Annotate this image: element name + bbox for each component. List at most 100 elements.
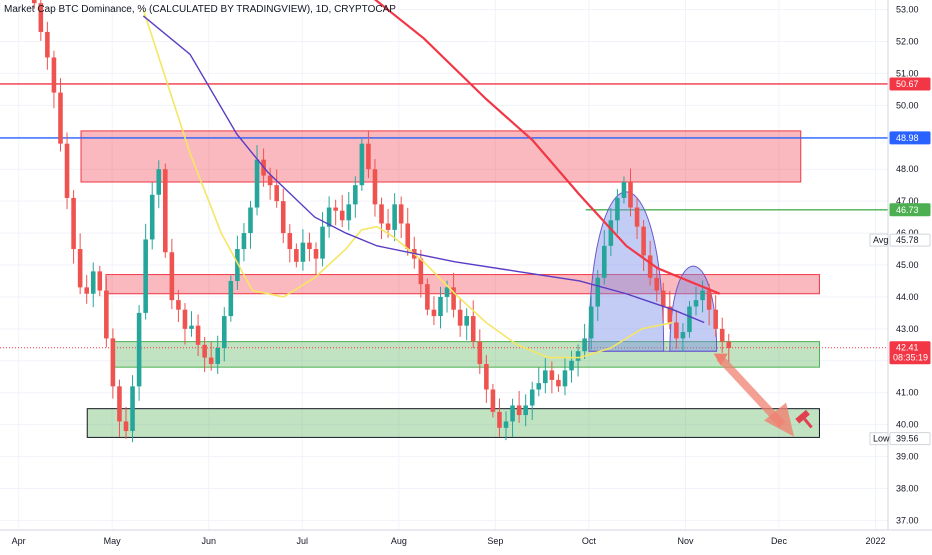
hammer-handle bbox=[803, 418, 813, 429]
price-tag-prefix-box bbox=[869, 233, 889, 247]
candle-body bbox=[523, 405, 528, 416]
candle-body bbox=[634, 207, 640, 227]
zone-layer bbox=[80, 130, 820, 438]
candle-body bbox=[202, 344, 207, 358]
candle-body bbox=[320, 226, 325, 259]
candle-body bbox=[71, 197, 76, 250]
candle-body bbox=[274, 185, 279, 202]
candle-body bbox=[366, 143, 371, 170]
candle-body bbox=[425, 284, 430, 310]
arrow-shaft bbox=[716, 354, 785, 428]
y-tick-label: 40.00 bbox=[896, 420, 919, 430]
price-tag-blue-line bbox=[889, 131, 931, 145]
candle-body bbox=[235, 249, 240, 281]
y-tick-label: 53.00 bbox=[896, 5, 919, 15]
price-tag-value: 50.67 bbox=[896, 79, 919, 89]
candle-body bbox=[90, 271, 96, 294]
candle-body bbox=[615, 197, 620, 221]
candle-body bbox=[104, 290, 109, 339]
candle-body bbox=[163, 169, 168, 253]
candle-body bbox=[543, 370, 548, 384]
hammer-head bbox=[795, 409, 810, 424]
candle-body bbox=[379, 204, 384, 224]
candle-body bbox=[287, 233, 293, 250]
candle-body bbox=[333, 207, 338, 211]
candle-body bbox=[372, 169, 378, 205]
x-tick-label: Apr bbox=[12, 536, 26, 546]
candle-body bbox=[582, 338, 587, 352]
candle-body bbox=[64, 143, 70, 198]
price-tag-red-line bbox=[889, 77, 931, 91]
x-tick-label: Nov bbox=[677, 536, 694, 546]
y-tick-label: 48.00 bbox=[896, 164, 919, 174]
candle-body bbox=[510, 405, 515, 422]
x-tick-label: 2022 bbox=[866, 536, 886, 546]
candle-body bbox=[680, 332, 686, 339]
ma-mid-line bbox=[142, 15, 705, 324]
candle-body bbox=[719, 328, 725, 342]
candle-body bbox=[84, 287, 89, 294]
candle-body bbox=[117, 386, 122, 422]
price-tag-value: 45.78 bbox=[896, 235, 919, 245]
y-tick-label: 52.00 bbox=[896, 37, 919, 47]
y-tick-label: 41.00 bbox=[896, 388, 919, 398]
candle-body bbox=[110, 338, 116, 387]
candle-body bbox=[248, 207, 253, 234]
candle-body bbox=[339, 210, 345, 221]
y-tick-label: 51.00 bbox=[896, 68, 919, 78]
candle-body bbox=[294, 249, 299, 262]
candle-body bbox=[182, 309, 188, 329]
candle-body bbox=[569, 360, 574, 371]
candle-body bbox=[45, 31, 50, 58]
price-tag-avg bbox=[889, 233, 931, 247]
candle-body bbox=[228, 280, 234, 317]
candle-body bbox=[726, 341, 732, 349]
candle-body bbox=[156, 169, 162, 195]
candle-body bbox=[575, 351, 581, 361]
candle-body bbox=[346, 204, 352, 221]
y-tick-label: 39.00 bbox=[896, 452, 919, 462]
candle-body bbox=[516, 405, 522, 416]
arrow-layer bbox=[713, 353, 813, 437]
candle-body bbox=[529, 389, 535, 406]
x-axis-panel bbox=[0, 530, 932, 550]
candle-body bbox=[254, 159, 260, 208]
candle-body bbox=[713, 309, 718, 329]
candle-body bbox=[385, 223, 391, 230]
x-tick-label: Dec bbox=[771, 536, 788, 546]
candle-body bbox=[31, 0, 37, 4]
candle-body bbox=[484, 363, 489, 390]
candle-body bbox=[280, 201, 286, 234]
candle-body bbox=[221, 316, 227, 349]
candle-body bbox=[588, 306, 594, 339]
candle-body bbox=[687, 306, 692, 333]
ma-long-line bbox=[373, 0, 721, 295]
y-tick-label: 50.00 bbox=[896, 100, 919, 110]
candle-body bbox=[77, 249, 83, 288]
zone-upper-resistance bbox=[80, 130, 802, 183]
candle-body bbox=[470, 316, 476, 342]
candle-body bbox=[169, 252, 175, 301]
candle-body bbox=[130, 386, 135, 432]
candle-body bbox=[647, 255, 653, 278]
zone-mid-support bbox=[111, 341, 820, 368]
candle-body bbox=[58, 92, 63, 144]
grid-layer bbox=[0, 0, 888, 530]
candle-body bbox=[674, 322, 679, 339]
candle-body bbox=[97, 271, 103, 291]
price-tag-current bbox=[889, 341, 931, 365]
candle-body bbox=[143, 239, 148, 313]
price-tag-value: 42.41 bbox=[896, 343, 919, 353]
price-tag-green-target bbox=[889, 203, 931, 217]
level-layer bbox=[0, 83, 888, 349]
x-tick-label: Oct bbox=[582, 536, 597, 546]
candle-body bbox=[123, 421, 129, 432]
candle-body bbox=[405, 223, 411, 250]
candle-body bbox=[313, 249, 319, 259]
candle-body bbox=[136, 312, 142, 387]
candle-body bbox=[431, 309, 437, 317]
zone-lower-support bbox=[86, 408, 820, 438]
ma-layer bbox=[142, 0, 721, 359]
